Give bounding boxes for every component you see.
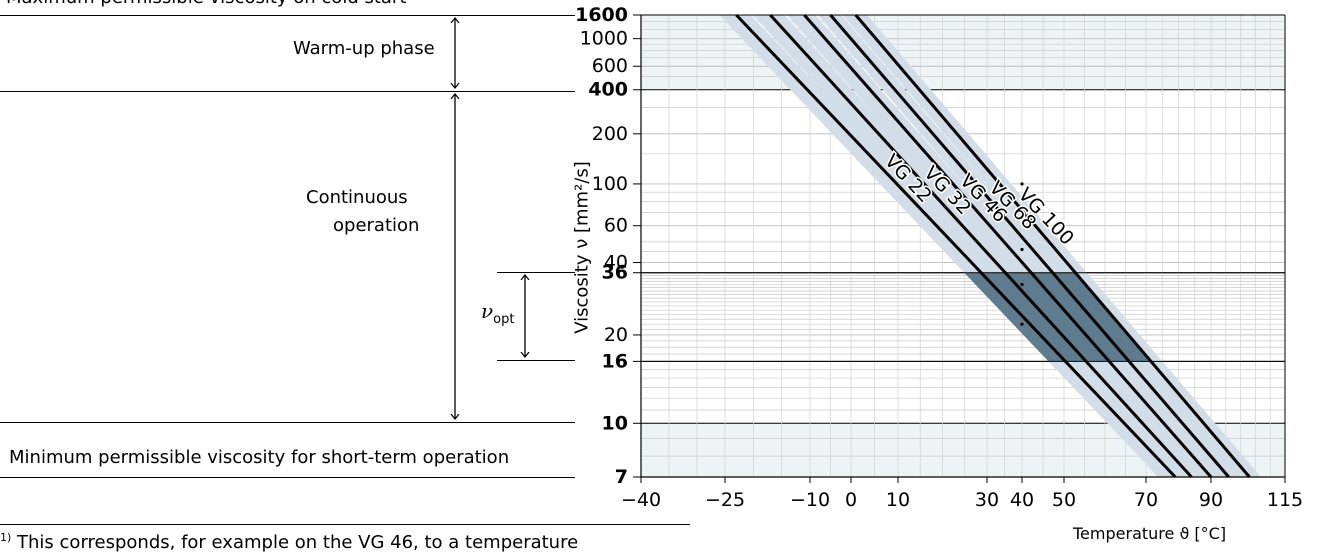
series-line-vg-22 <box>735 13 1177 479</box>
region-optimum <box>964 272 1151 362</box>
bottom-rule <box>0 477 575 478</box>
nu-symbol: ν <box>481 299 494 323</box>
x-axis-label: Temperature ϑ [°C] <box>1073 524 1227 543</box>
x-tick-label: 115 <box>1267 489 1303 511</box>
x-tick-label: 50 <box>1052 489 1076 511</box>
warm-up-divider <box>0 91 575 92</box>
min-viscosity-caption: Minimum permissible viscosity for short-… <box>9 447 510 468</box>
nu-subscript: opt <box>493 312 515 327</box>
y-tick-label: 60 <box>604 215 628 237</box>
y-tick-label: 10 <box>602 412 628 434</box>
footnote-rule <box>0 524 690 525</box>
y-tick-label: 40 <box>604 252 628 274</box>
y-tick-label: 36 <box>602 262 628 284</box>
top-rule <box>0 15 575 16</box>
y-tick-label: 7 <box>615 466 628 488</box>
opt-top-tick <box>497 272 575 273</box>
y-tick-label: 1600 <box>575 4 628 26</box>
series-line-vg-100 <box>854 14 1251 478</box>
x-tick-label: 90 <box>1199 489 1223 511</box>
y-tick-label: 400 <box>588 79 628 101</box>
marker-40c <box>1020 247 1024 252</box>
y-tick-label: 600 <box>592 55 628 77</box>
x-tick-label: 0 <box>845 489 857 511</box>
x-tick-label: 70 <box>1134 489 1158 511</box>
x-tick-label: 40 <box>1010 489 1034 511</box>
y-tick-label: 16 <box>602 350 628 372</box>
max-viscosity-caption: Maximum permissible viscosity on cold st… <box>6 0 406 8</box>
series-line-vg-68 <box>829 14 1230 478</box>
continuous-label-1: Continuous <box>306 187 408 208</box>
x-tick-label: 30 <box>975 489 999 511</box>
x-tick-label: −10 <box>790 489 830 511</box>
y-tick-label: 100 <box>592 173 628 195</box>
series-line-vg-46 <box>803 14 1213 478</box>
continuous-label-2: operation <box>333 215 420 236</box>
y-axis-label: Viscosity ν [mm²/s] <box>571 161 593 334</box>
marker-40c <box>1020 182 1024 186</box>
warm-up-label: Warm-up phase <box>293 38 435 59</box>
series-line-vg-32 <box>769 13 1193 479</box>
y-tick-label: 1000 <box>580 28 628 50</box>
marker-40c <box>1020 322 1024 326</box>
y-tick-label: 20 <box>604 324 628 346</box>
nu-opt-label: νopt <box>481 299 514 327</box>
x-tick-label: −40 <box>621 489 661 511</box>
marker-40c <box>1020 282 1024 287</box>
marker-40c <box>1020 213 1024 217</box>
x-tick-label: 10 <box>886 489 910 511</box>
opt-bottom-tick <box>497 360 575 361</box>
footnote-marker: 1) <box>0 531 12 544</box>
short-term-divider <box>0 422 575 423</box>
y-tick-label: 200 <box>592 123 628 145</box>
x-tick-label: −25 <box>705 489 745 511</box>
